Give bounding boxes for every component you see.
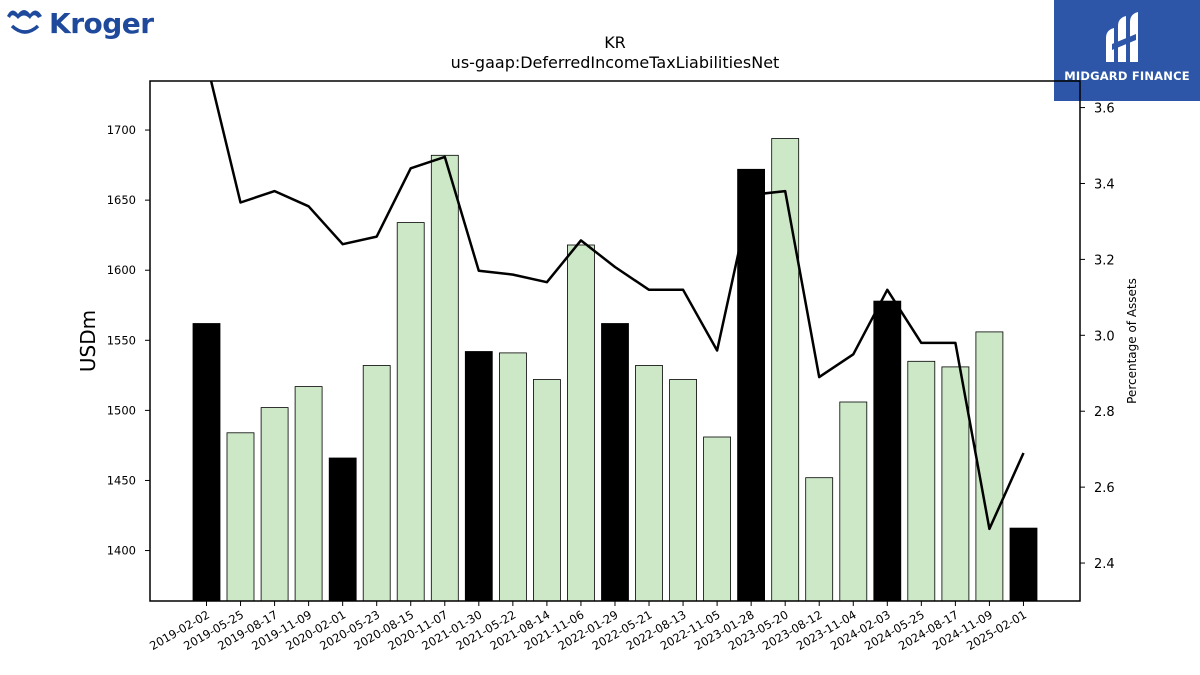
y2-tick-label: 3.4: [1094, 177, 1115, 192]
bar-2020-08-15: [396, 222, 425, 602]
line-layer: [209, 81, 1025, 531]
y-axis-label: USDm: [76, 310, 100, 372]
bar-2019-08-17: [260, 407, 289, 602]
bar-2022-01-29: [601, 323, 629, 602]
bar-2024-11-09: [975, 331, 1004, 602]
bar-2019-11-09: [294, 386, 323, 602]
bar-2021-11-06: [567, 244, 595, 602]
bar-2024-02-03: [873, 300, 902, 602]
y-tick-label: 1450: [107, 473, 136, 487]
bar-2021-01-30: [464, 351, 493, 602]
y-tick-label: 1650: [107, 193, 136, 207]
y2-tick-label: 2.4: [1094, 557, 1115, 572]
bar-2022-08-13: [669, 379, 697, 602]
bar-2019-02-02: [192, 323, 221, 602]
kroger-logo-text: Kroger: [49, 7, 154, 40]
bars-layer: [192, 138, 1038, 602]
kroger-emblem-icon: [7, 10, 42, 34]
y-axis-right: 2.4 2.6 2.8 3.0 3.2 3.4 3.6: [1080, 102, 1115, 572]
chart-title: KR: [604, 33, 626, 52]
x-axis: 2019-02-022019-05-252019-08-172019-11-09…: [147, 601, 1029, 653]
bar-2024-08-17: [941, 366, 970, 602]
bar-2023-08-12: [805, 477, 834, 602]
y-tick-label: 1700: [107, 123, 136, 137]
y2-tick-label: 2.6: [1094, 481, 1115, 496]
bar-2020-11-07: [430, 154, 459, 602]
y-tick-label: 1600: [107, 263, 136, 277]
y2-tick-label: 3.6: [1094, 102, 1115, 117]
bar-2019-05-25: [226, 432, 255, 602]
bar-2023-11-04: [839, 401, 868, 602]
y-axis-left: 1400 1450 1500 1550 1600 1650 1700: [107, 123, 150, 558]
y2-tick-label: 2.8: [1094, 405, 1115, 420]
bar-2021-08-14: [533, 379, 561, 602]
bar-2020-02-01: [328, 457, 357, 602]
y-tick-label: 1550: [107, 333, 136, 347]
bar-2021-05-22: [498, 352, 527, 602]
midgard-logo-text: MIDGARD FINANCE: [1064, 69, 1190, 83]
bar-2025-02-01: [1009, 527, 1038, 602]
bar-2022-11-05: [703, 436, 731, 602]
bar-2020-05-23: [362, 365, 391, 602]
percentage-of-assets-line: [209, 81, 1025, 531]
bar-2023-05-20: [771, 138, 800, 602]
y-tick-label: 1400: [107, 544, 136, 558]
bar-2024-05-25: [907, 360, 936, 602]
y-tick-label: 1500: [107, 403, 136, 417]
chart-subtitle: us-gaap:DeferredIncomeTaxLiabilitiesNet: [451, 53, 780, 72]
y2-tick-label: 3.0: [1094, 329, 1115, 344]
midgard-finance-logo: MIDGARD FINANCE: [1054, 0, 1200, 101]
kroger-logo: Kroger: [4, 4, 154, 54]
y2-axis-label: Percentage of Assets: [1125, 278, 1139, 404]
midgard-emblem-icon: [1106, 12, 1138, 62]
bar-2022-05-21: [635, 365, 663, 602]
y2-tick-label: 3.2: [1094, 253, 1115, 268]
